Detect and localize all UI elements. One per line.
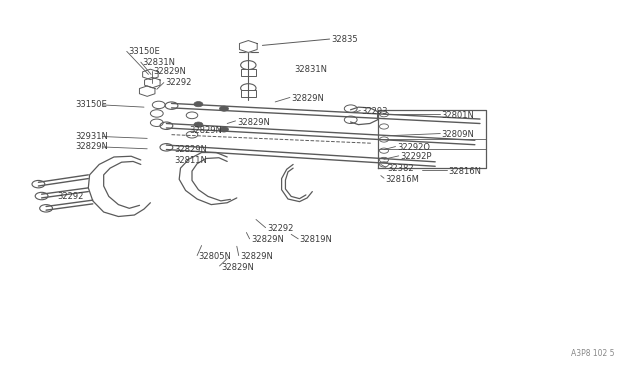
Text: 32805N: 32805N xyxy=(198,252,231,261)
Text: 32292: 32292 xyxy=(268,224,294,233)
Text: 32292P: 32292P xyxy=(400,153,431,161)
Polygon shape xyxy=(239,41,257,52)
Circle shape xyxy=(194,102,203,107)
Text: 33150E: 33150E xyxy=(76,100,108,109)
Circle shape xyxy=(220,127,228,132)
Text: 32931N: 32931N xyxy=(76,132,108,141)
Bar xyxy=(241,69,256,76)
Text: 32831N: 32831N xyxy=(142,58,175,67)
Text: 32829N: 32829N xyxy=(251,235,284,244)
Polygon shape xyxy=(143,69,158,80)
Text: 32809N: 32809N xyxy=(442,130,474,139)
Text: 32829N: 32829N xyxy=(174,145,207,154)
Circle shape xyxy=(194,122,203,127)
Bar xyxy=(241,90,256,97)
Text: 32293: 32293 xyxy=(362,107,388,116)
Text: 32829N: 32829N xyxy=(221,263,253,272)
Text: 32829N: 32829N xyxy=(76,142,108,151)
Text: 32829N: 32829N xyxy=(189,126,221,135)
Text: 32831N: 32831N xyxy=(294,65,328,74)
Text: 32829N: 32829N xyxy=(240,252,273,261)
Text: 32292: 32292 xyxy=(58,192,84,201)
Text: 32819N: 32819N xyxy=(300,235,332,244)
Text: 32829N: 32829N xyxy=(154,67,186,76)
Text: 32811N: 32811N xyxy=(174,156,207,165)
Text: 32292O: 32292O xyxy=(397,143,430,152)
Text: 32292: 32292 xyxy=(165,78,191,87)
Text: 32801N: 32801N xyxy=(442,111,474,120)
Circle shape xyxy=(220,106,228,111)
Text: 32816M: 32816M xyxy=(385,175,419,184)
Polygon shape xyxy=(145,77,160,88)
Polygon shape xyxy=(140,86,155,96)
Text: 32829N: 32829N xyxy=(291,94,324,103)
Text: 32816N: 32816N xyxy=(448,167,481,176)
Text: 32829N: 32829N xyxy=(237,118,269,126)
Text: A3P8 102 5: A3P8 102 5 xyxy=(571,349,614,358)
Text: 32835: 32835 xyxy=(332,35,358,44)
Text: 32382: 32382 xyxy=(387,164,414,173)
Text: 33150E: 33150E xyxy=(128,47,160,56)
